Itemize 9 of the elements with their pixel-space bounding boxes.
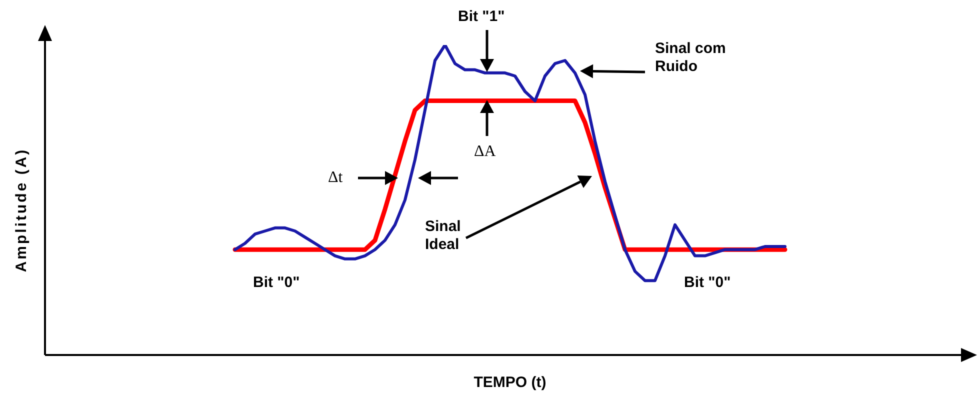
annotation: Δt — [328, 169, 343, 187]
annotation: Bit "0" — [253, 274, 300, 292]
annotation: Sinal Ideal — [425, 218, 462, 254]
annotation: Bit "0" — [684, 274, 731, 292]
x-axis-title: TEMPO (t) — [474, 374, 546, 392]
annotation: Sinal com Ruido — [655, 40, 727, 76]
y-axis-title: Amplitude (A) — [13, 148, 30, 272]
text: Bit "1" — [458, 8, 505, 26]
annotation: ΔA — [474, 143, 496, 161]
